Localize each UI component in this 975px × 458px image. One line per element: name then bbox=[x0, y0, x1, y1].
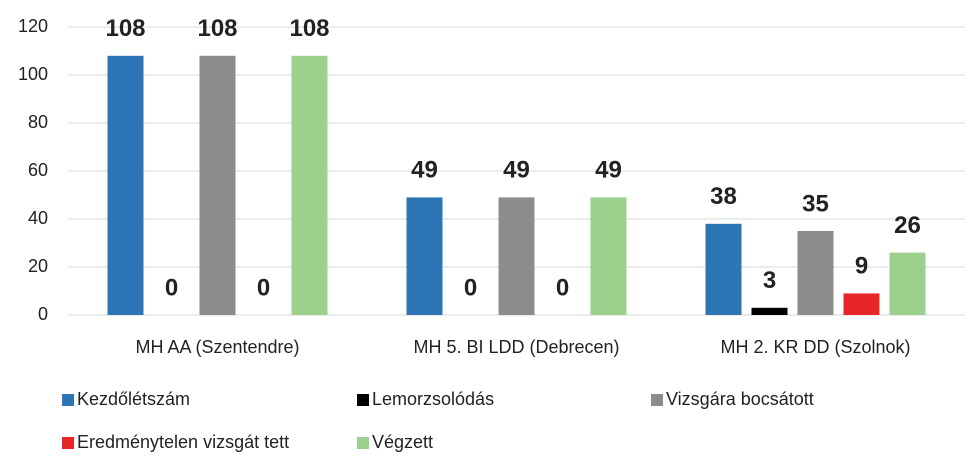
bar bbox=[291, 55, 328, 316]
value-label: 108 bbox=[197, 15, 237, 42]
y-tick-label: 80 bbox=[28, 112, 48, 132]
legend-label: Eredménytelen vizsgát tett bbox=[77, 432, 289, 452]
bar bbox=[751, 307, 788, 315]
x-tick-label: MH 5. BI LDD (Debrecen) bbox=[413, 337, 619, 357]
bar bbox=[889, 252, 926, 315]
value-label: 108 bbox=[289, 15, 329, 42]
value-label: 49 bbox=[411, 157, 438, 184]
value-label: 38 bbox=[710, 183, 737, 210]
value-label: 9 bbox=[855, 253, 868, 280]
value-label: 0 bbox=[257, 274, 270, 301]
legend-swatch bbox=[651, 394, 663, 406]
bar bbox=[590, 197, 627, 315]
value-label: 0 bbox=[165, 274, 178, 301]
legend-swatch bbox=[62, 394, 74, 406]
y-tick-label: 0 bbox=[38, 304, 48, 324]
bar bbox=[797, 231, 834, 315]
legend-label: Lemorzsolódás bbox=[372, 389, 494, 409]
value-label: 0 bbox=[556, 274, 569, 301]
value-label: 0 bbox=[464, 274, 477, 301]
bar bbox=[107, 55, 144, 316]
legend-label: Végzett bbox=[372, 432, 433, 452]
y-tick-label: 120 bbox=[18, 16, 48, 36]
bar bbox=[406, 197, 443, 315]
value-label: 108 bbox=[105, 15, 145, 42]
bar bbox=[705, 223, 742, 315]
value-label: 3 bbox=[763, 267, 776, 294]
bar bbox=[498, 197, 535, 315]
legend-label: Vizsgára bocsátott bbox=[666, 389, 814, 409]
value-label: 49 bbox=[503, 157, 530, 184]
legend-label: Kezdőlétszám bbox=[77, 389, 190, 409]
y-tick-label: 60 bbox=[28, 160, 48, 180]
y-tick-label: 40 bbox=[28, 208, 48, 228]
y-tick-label: 20 bbox=[28, 256, 48, 276]
value-label: 26 bbox=[894, 212, 921, 239]
legend-swatch bbox=[357, 437, 369, 449]
legend-swatch bbox=[62, 437, 74, 449]
legend-swatch bbox=[357, 394, 369, 406]
bar bbox=[199, 55, 236, 316]
x-tick-label: MH AA (Szentendre) bbox=[135, 337, 299, 357]
bar bbox=[843, 293, 880, 315]
value-label: 49 bbox=[595, 157, 622, 184]
value-label: 35 bbox=[802, 190, 829, 217]
y-tick-label: 100 bbox=[18, 64, 48, 84]
x-tick-label: MH 2. KR DD (Szolnok) bbox=[720, 337, 910, 357]
